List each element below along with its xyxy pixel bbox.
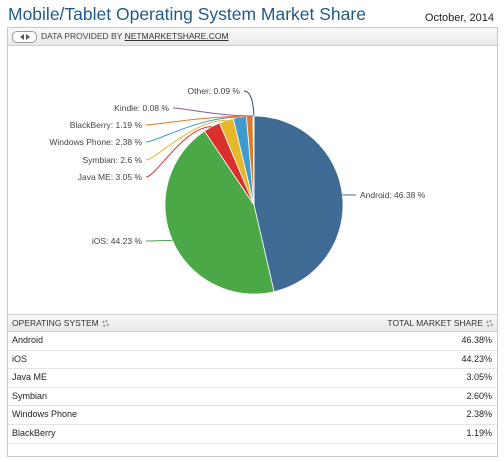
slice-label: Kindle: 0.08 % xyxy=(114,103,169,113)
slice-label: Java ME: 3.05 % xyxy=(78,172,143,182)
col-os-label: OPERATING SYSTEM xyxy=(12,318,99,328)
provider-credit: DATA PROVIDED BY NETMARKETSHARE.COM xyxy=(41,28,229,45)
os-share: 44.23% xyxy=(461,353,492,364)
col-share-label: TOTAL MARKET SHARE xyxy=(387,318,483,328)
os-name: Android xyxy=(12,335,44,345)
os-name: iOS xyxy=(12,353,28,364)
os-share: 2.38% xyxy=(466,409,492,420)
leader-line xyxy=(145,115,250,126)
table-row: BlackBerry 1.19% xyxy=(8,425,497,444)
table-row: Android 46.38% xyxy=(8,332,497,351)
leader-line xyxy=(145,126,212,178)
slice-label: Android: 46.38 % xyxy=(360,190,426,200)
slice-label: BlackBerry: 1.19 % xyxy=(70,120,143,130)
os-name: Java ME xyxy=(12,372,48,383)
os-name: Symbian xyxy=(12,390,48,401)
slice-label: Windows Phone: 2.38 % xyxy=(49,137,142,147)
os-share: 46.38% xyxy=(461,335,492,345)
table-row: Java ME 3.05% xyxy=(8,369,497,388)
provider-bar: DATA PROVIDED BY NETMARKETSHARE.COM xyxy=(8,28,497,46)
os-name: Windows Phone xyxy=(12,409,78,420)
table-row: iOS 44.23% xyxy=(8,351,497,370)
provider-prefix: DATA PROVIDED BY xyxy=(41,31,123,41)
pie-slice-android[interactable] xyxy=(253,115,344,293)
os-share: 2.60% xyxy=(466,390,492,401)
leader-line xyxy=(243,90,255,117)
leader-line xyxy=(145,239,173,242)
sort-gear-icon[interactable] xyxy=(486,320,493,327)
os-share: 3.05% xyxy=(466,372,492,383)
provider-link[interactable]: NETMARKETSHARE.COM xyxy=(124,31,229,41)
arrow-left-icon[interactable] xyxy=(19,34,24,40)
slice-label: Other: 0.09 % xyxy=(188,86,241,96)
os-share: 1.19% xyxy=(466,427,492,438)
sort-gear-icon[interactable] xyxy=(101,320,109,327)
col-share-header[interactable]: TOTAL MARKET SHARE xyxy=(387,315,493,331)
os-name: BlackBerry xyxy=(12,427,56,438)
leader-line xyxy=(145,116,240,143)
pie-slice-other[interactable] xyxy=(253,115,255,206)
share-table: Android 46.38% iOS 44.23% Java ME 3.05% … xyxy=(8,332,497,444)
arrow-right-icon[interactable] xyxy=(25,34,30,40)
table-row: Symbian 2.60% xyxy=(8,388,497,407)
page-title: Mobile/Tablet Operating System Market Sh… xyxy=(8,4,366,24)
chart-panel: DATA PROVIDED BY NETMARKETSHARE.COM Andr… xyxy=(7,27,498,457)
table-header: OPERATING SYSTEM TOTAL MARKET SHARE xyxy=(8,314,497,332)
pager-button[interactable] xyxy=(12,31,37,43)
table-row: Windows Phone 2.38% xyxy=(8,406,497,425)
slice-label: Symbian: 2.6 % xyxy=(82,155,142,165)
slice-label: iOS: 44.23 % xyxy=(92,236,143,246)
leader-line xyxy=(172,107,254,117)
report-date: October, 2014 xyxy=(424,12,494,24)
pie-chart: Android: 46.38 % iOS: 44.23 % Java ME: 3.0… xyxy=(49,86,426,295)
leader-line xyxy=(145,119,227,161)
col-os-header[interactable]: OPERATING SYSTEM xyxy=(12,315,109,331)
